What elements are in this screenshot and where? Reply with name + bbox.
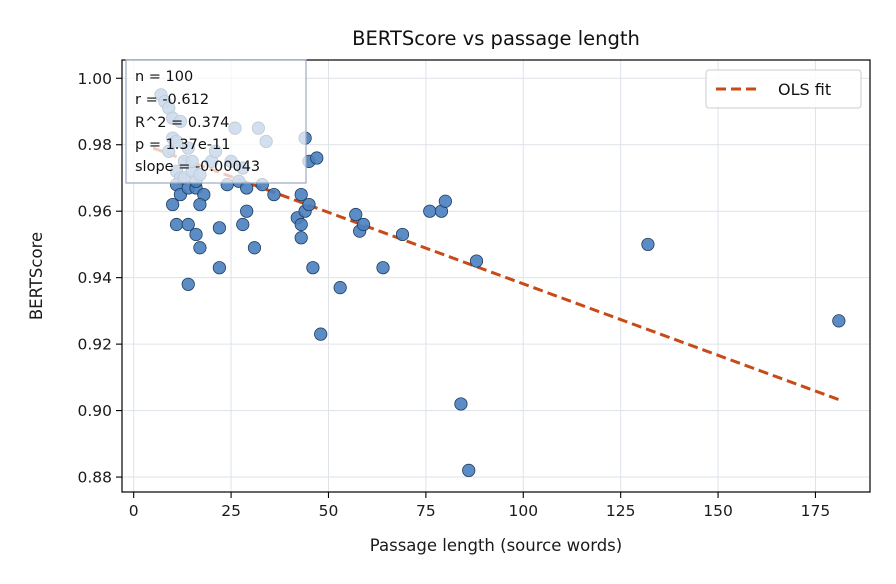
scatter-point [376,261,390,275]
scatter-point [469,254,484,268]
x-tick-label: 125 [606,502,636,520]
stats-line-r: r = -0.612 [135,92,209,108]
x-tick-label: 75 [416,502,436,520]
y-tick-label: 0.90 [77,402,112,420]
legend-frame [705,69,862,109]
y-tick-label: 0.94 [77,269,112,287]
fit-line-layer [152,146,840,402]
scatter-point [294,187,308,202]
legend-fit-label: OLS fit [778,80,831,99]
scatter-point [438,194,452,208]
scatter-point [212,221,226,235]
scatter-point [247,241,262,255]
scatter-point [189,227,203,242]
scatter-point [302,197,316,212]
scatter-point [240,204,254,218]
scatter-point [314,327,328,341]
scatter-point [294,217,308,232]
scatter-point [423,204,437,218]
x-tick-label: 100 [508,502,538,520]
chart-title: BERTScore vs passage length [352,27,640,50]
scatter-point [181,277,195,291]
stats-line-r2: R^2 = 0.374 [135,115,229,131]
stats-box-frame [125,59,307,184]
y-tick-label: 0.98 [77,136,112,154]
x-tick-label: 0 [129,502,139,520]
y-tick-label: 0.96 [77,203,112,221]
stats-line-n: n = 100 [135,69,193,85]
scatter-point [193,241,207,255]
scatter-point [169,217,184,232]
gridlines [122,60,870,492]
x-tick-label: 150 [703,502,733,520]
stats-line-slope: slope = -0.00043 [135,159,260,175]
ols-fit-line [152,146,840,402]
scatter-point [193,197,207,212]
y-tick-label: 1.00 [77,70,112,88]
scatter-point [306,261,320,275]
scatter-point [310,151,324,165]
x-tick-label: 50 [319,502,339,520]
y-tick-label: 0.92 [77,336,112,354]
scatter-point [832,314,846,328]
plot-frame [121,59,871,493]
y-axis-title: BERTScore [27,232,46,320]
stats-box: n = 100 r = -0.612 R^2 = 0.374 p = 1.37e… [125,59,307,184]
scatter-point [454,397,468,411]
scatter-point [294,231,308,245]
legend: OLS fit [705,69,862,109]
scatter-point [236,217,250,232]
x-axis-title: Passage length (source words) [370,536,622,555]
scatter-point [349,207,363,222]
x-axis: 0 25 50 75 100 125 150 175 [129,492,831,520]
y-tick-label: 0.88 [77,469,112,487]
scatter-point [212,261,226,275]
scatter-point [462,463,476,477]
scatter-point [356,217,371,232]
stats-line-p: p = 1.37e-11 [135,137,230,153]
scatter-point [181,217,195,232]
scatter-point [395,227,410,242]
y-axis: 0.88 0.90 0.92 0.94 0.96 0.98 1.00 [77,70,122,487]
scatter-point [267,187,281,202]
scatter-point [166,197,180,212]
scatter-point [641,237,655,252]
x-tick-label: 175 [801,502,831,520]
scatter-point [333,281,347,295]
x-tick-label: 25 [221,502,241,520]
